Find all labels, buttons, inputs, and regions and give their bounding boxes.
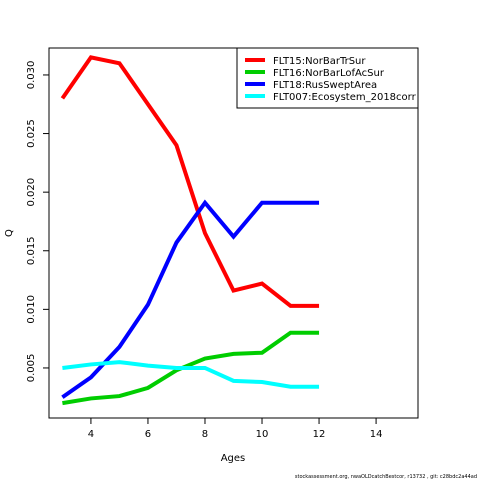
y-tick-label: 0.015 bbox=[26, 236, 37, 265]
y-tick-label: 0.030 bbox=[26, 61, 37, 90]
legend-box bbox=[236, 47, 419, 109]
x-tick-label: 6 bbox=[145, 429, 151, 440]
legend-label: FLT18:RusSweptArea bbox=[273, 80, 377, 91]
x-axis-label: Ages bbox=[221, 453, 246, 464]
plot-frame bbox=[48, 47, 419, 419]
y-tick-label: 0.020 bbox=[26, 178, 37, 207]
footnote: stockassessment.org, nwaOLDcatchBestcor,… bbox=[295, 474, 477, 480]
x-tick-label: 8 bbox=[202, 429, 208, 440]
x-tick-label: 14 bbox=[370, 429, 383, 440]
series-line bbox=[62, 360, 320, 389]
y-tick-label: 0.005 bbox=[26, 354, 37, 383]
x-tick-label: 10 bbox=[256, 429, 269, 440]
y-axis-label: Q bbox=[4, 229, 15, 237]
x-tick-label: 12 bbox=[313, 429, 326, 440]
x-tick-label: 4 bbox=[88, 429, 94, 440]
legend-label: FLT16:NorBarLofAcSur bbox=[273, 68, 385, 79]
series-line bbox=[62, 330, 320, 406]
series-line bbox=[60, 55, 320, 308]
legend-label: FLT15:NorBarTrSur bbox=[273, 56, 366, 67]
y-tick-label: 0.010 bbox=[26, 295, 37, 324]
legend-label: FLT007:Ecosystem_2018corr bbox=[273, 92, 417, 103]
y-tick-label: 0.025 bbox=[26, 119, 37, 148]
